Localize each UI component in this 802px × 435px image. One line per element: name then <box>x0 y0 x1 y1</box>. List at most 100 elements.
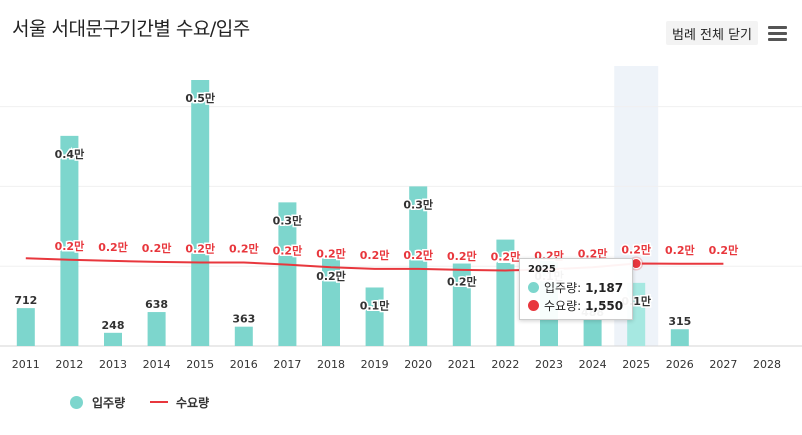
demand-data-label-halo: 0.2만 <box>403 248 433 262</box>
x-axis-ticks: 2011 2012 2013 2014 2015 2016 2017 2018 2019 2020… <box>12 358 781 371</box>
demand-data-label: 0.2만 <box>403 248 433 262</box>
supply-data-label-halo: 712 <box>14 294 37 307</box>
x-tick-label: 2016 <box>230 358 258 371</box>
demand-data-label-halo: 0.2만 <box>98 240 128 254</box>
x-tick-label: 2021 <box>448 358 476 371</box>
tooltip-demand-value: 1,550 <box>585 298 624 313</box>
demand-data-label: 0.2만 <box>578 246 608 260</box>
demand-data-label: 0.2만 <box>229 241 259 255</box>
supply-bar <box>278 202 297 346</box>
supply-bar <box>191 80 210 346</box>
supply-data-label-halo: 363 <box>232 313 255 326</box>
x-tick-label: 2015 <box>186 358 214 371</box>
demand-data-label: 0.2만 <box>665 243 695 257</box>
supply-data-label-halo: 638 <box>145 298 168 311</box>
supply-bar <box>322 258 340 346</box>
demand-data-label-halo: 0.2만 <box>447 249 477 263</box>
x-tick-label: 2027 <box>709 358 737 371</box>
demand-data-label-halo: 0.2만 <box>229 241 259 255</box>
tooltip-year: 2025 <box>528 264 556 275</box>
demand-data-label-halo: 0.2만 <box>273 244 303 258</box>
supply-data-label: 363 <box>232 313 255 326</box>
x-tick-label: 2024 <box>579 358 607 371</box>
supply-data-label: 0.1만 <box>360 298 390 312</box>
legend-toggle-button[interactable]: 범례 전체 닫기 <box>666 21 758 45</box>
x-tick-label: 2025 <box>622 358 650 371</box>
x-tick-label: 2026 <box>666 358 694 371</box>
tooltip-supply-value: 1,187 <box>585 280 624 295</box>
x-tick-label: 2012 <box>55 358 83 371</box>
supply-bar <box>670 329 689 346</box>
supply-data-label-halo: 0.1만 <box>360 298 390 312</box>
x-tick-label: 2028 <box>753 358 781 371</box>
supply-data-label-halo: 0.3만 <box>273 213 303 227</box>
demand-data-label-halo: 0.2만 <box>621 243 651 257</box>
supply-bar <box>234 326 253 346</box>
supply-data-label: 0.5만 <box>185 91 215 105</box>
legend-label-demand: 수요량 <box>176 395 210 410</box>
x-tick-label: 2023 <box>535 358 563 371</box>
tooltip-supply-row: 입주량: 1,187 <box>528 279 623 296</box>
chart-plot: 7127120.4만0.4만2482486386380.5만0.5만363363… <box>0 66 802 371</box>
supply-legend-icon <box>70 395 83 409</box>
supply-bar <box>60 135 79 346</box>
legend-item-supply[interactable]: 입주량 <box>70 393 125 411</box>
supply-data-label: 0.4만 <box>55 147 85 161</box>
tooltip-demand-label: 수요량: <box>544 299 582 313</box>
supply-data-label: 0.2만 <box>447 275 477 289</box>
demand-data-label-halo: 0.2만 <box>55 239 85 253</box>
demand-data-label: 0.2만 <box>709 243 739 257</box>
demand-data-label-halo: 0.2만 <box>578 246 608 260</box>
supply-bars <box>16 80 689 346</box>
supply-bar <box>365 287 384 346</box>
tooltip: 2025 입주량: 1,187 수요량: 1,550 <box>519 258 633 320</box>
supply-bar <box>496 239 515 346</box>
supply-data-label-halo: 0.3만 <box>403 197 433 211</box>
x-tick-label: 2018 <box>317 358 345 371</box>
demand-data-label: 0.2만 <box>447 249 477 263</box>
x-tick-label: 2022 <box>491 358 519 371</box>
demand-data-label-halo: 0.2만 <box>316 246 346 260</box>
demand-data-label-halo: 0.2만 <box>360 248 390 262</box>
supply-data-label-halo: 0.2만 <box>447 275 477 289</box>
supply-dot-icon <box>528 282 539 293</box>
supply-bar <box>16 308 35 346</box>
tooltip-supply-label: 입주량: <box>544 281 582 295</box>
demand-data-label: 0.2만 <box>491 249 521 263</box>
x-tick-label: 2013 <box>99 358 127 371</box>
supply-data-label: 0.3만 <box>273 213 303 227</box>
demand-dot-icon <box>528 300 539 311</box>
demand-data-label: 0.2만 <box>142 241 172 255</box>
x-tick-label: 2020 <box>404 358 432 371</box>
supply-data-label: 0.3만 <box>403 197 433 211</box>
x-tick-label: 2019 <box>361 358 389 371</box>
demand-data-label: 0.2만 <box>316 246 346 260</box>
x-tick-label: 2014 <box>143 358 171 371</box>
supply-data-label: 0.2만 <box>491 251 521 265</box>
supply-data-label: 712 <box>14 294 37 307</box>
supply-bar <box>409 186 428 346</box>
supply-bar <box>104 332 122 346</box>
demand-data-label-halo: 0.2만 <box>665 243 695 257</box>
chart-title: 서울 서대문구기간별 수요/입주 <box>12 18 250 40</box>
supply-data-label-halo: 0.4만 <box>55 147 85 161</box>
supply-data-label-halo: 0.2만 <box>316 269 346 283</box>
supply-data-label-halo: 0.5만 <box>185 91 215 105</box>
demand-data-label-halo: 0.2만 <box>709 243 739 257</box>
supply-bar <box>452 263 471 346</box>
supply-data-label-halo: 0.2만 <box>491 251 521 265</box>
hamburger-menu-icon[interactable] <box>767 22 789 44</box>
supply-data-label: 248 <box>102 319 125 332</box>
supply-data-label: 0.2만 <box>316 269 346 283</box>
legend-item-demand[interactable]: 수요량 <box>150 393 209 411</box>
demand-data-label-halo: 0.2만 <box>185 241 215 255</box>
tooltip-demand-row: 수요량: 1,550 <box>528 297 623 314</box>
demand-legend-icon <box>150 401 168 403</box>
supply-data-label: 638 <box>145 298 168 311</box>
supply-bar <box>147 312 166 346</box>
demand-data-label: 0.2만 <box>621 243 651 257</box>
supply-data-label-halo: 315 <box>668 315 691 328</box>
demand-data-label: 0.2만 <box>273 244 303 258</box>
demand-data-label: 0.2만 <box>360 248 390 262</box>
demand-data-label: 0.2만 <box>55 239 85 253</box>
